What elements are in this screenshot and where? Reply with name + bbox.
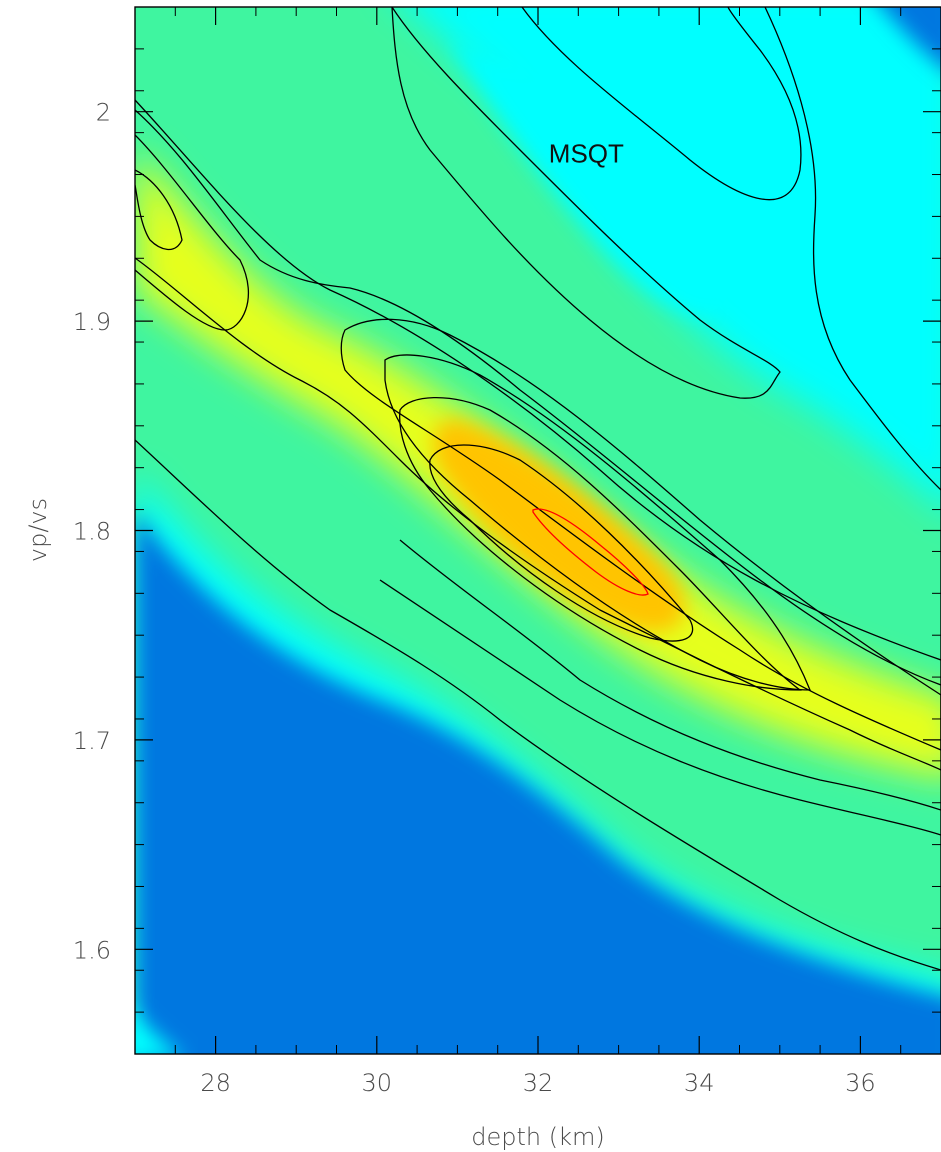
y-axis-label: vp/vs	[24, 498, 52, 562]
heatmap-region-corner	[135, 1014, 178, 1054]
x-tick-label: 30	[362, 1069, 393, 1097]
y-tick-label: 1.6	[73, 936, 111, 964]
contour-line	[135, 134, 250, 331]
y-tick-label: 2	[96, 99, 111, 127]
contour-line	[521, 7, 802, 201]
contour-line	[391, 7, 781, 399]
x-axis-label: depth (km)	[471, 1123, 605, 1151]
y-tick-label: 1.9	[73, 308, 111, 336]
y-tick-label: 1.8	[73, 518, 111, 546]
contour-line	[429, 444, 694, 642]
contour-line	[764, 7, 941, 491]
y-tick-label: 1.7	[73, 727, 111, 755]
heatmap-ridge-yellow	[135, 150, 941, 777]
x-tick-label: 32	[523, 1069, 554, 1097]
plot-area: MSQT	[135, 7, 941, 1054]
y-axis: 1.6 1.7 1.8 1.9 2	[73, 6, 941, 1055]
contour-line	[135, 169, 183, 251]
contour-line	[399, 539, 941, 811]
contour-line	[384, 354, 811, 691]
contour-lines	[135, 7, 941, 971]
contour-line	[340, 318, 941, 751]
contour-line	[135, 99, 941, 661]
maximum-contour	[532, 508, 649, 596]
heatmap-core-orange	[432, 419, 685, 632]
heatmap-region-msqt	[450, 40, 732, 314]
contour-line	[135, 257, 941, 771]
heatmap-region-lower-blue	[135, 510, 941, 1054]
x-tick-label: 28	[200, 1069, 231, 1097]
contour-line	[379, 579, 941, 836]
heatmap-region-upper-dark	[882, 7, 941, 66]
contour-line	[399, 396, 802, 691]
x-axis: 28 30 32 34 36	[134, 7, 941, 1097]
x-tick-label: 36	[845, 1069, 876, 1097]
station-annotation: MSQT	[549, 139, 624, 169]
contour-line	[135, 109, 941, 686]
contour-line	[135, 439, 941, 971]
x-tick-label: 34	[684, 1069, 715, 1097]
